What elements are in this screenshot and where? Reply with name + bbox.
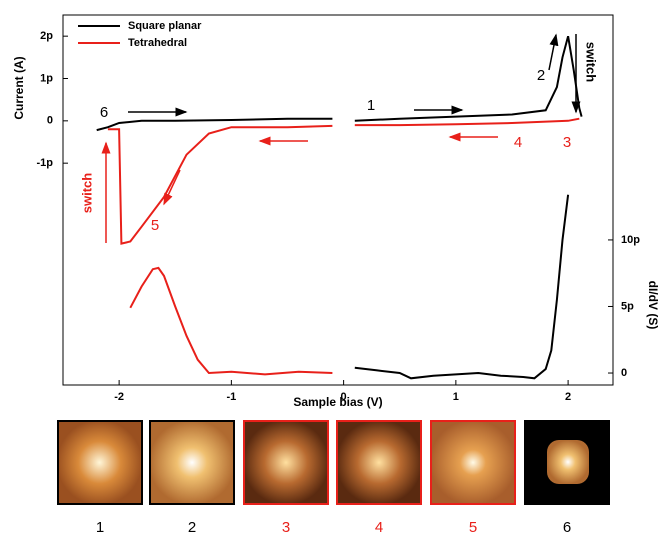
data-line: [96, 35, 583, 132]
data-line: [354, 194, 570, 380]
panel-border: [149, 420, 235, 505]
x-tick-label: 2: [565, 391, 571, 403]
panel-label: 1: [96, 519, 104, 536]
y-tick-label: -1p: [37, 157, 54, 169]
y-tick-label: 1p: [40, 72, 53, 84]
y-tick-label: 2p: [40, 30, 53, 42]
annotation: 3: [563, 134, 571, 151]
annotation: 5: [151, 217, 159, 234]
data-line: [107, 117, 580, 245]
panel-border: [524, 420, 610, 505]
annotation: switch: [79, 173, 94, 214]
annotation: switch: [584, 42, 599, 83]
y-axis-label: Current (A): [12, 56, 26, 119]
y-tick-label: 0: [47, 115, 53, 127]
y2-tick-label: 10p: [621, 234, 640, 246]
stm-image: [149, 420, 235, 505]
panel-label: 3: [282, 519, 290, 536]
panel-label: 5: [469, 519, 477, 536]
panel-label: 4: [375, 519, 383, 536]
x-tick-label: -2: [114, 391, 124, 403]
stm-image: [336, 420, 422, 505]
y2-tick-label: 5p: [621, 300, 634, 312]
panel-label: 6: [563, 519, 571, 536]
x-tick-label: -1: [226, 391, 236, 403]
panel-border: [243, 420, 329, 505]
y2-tick-label: 0: [621, 367, 627, 379]
legend-label: Square planar: [128, 20, 202, 32]
arrows: [101, 33, 581, 243]
x-tick-label: 1: [453, 391, 459, 403]
y2-axis-label: dI/dV (S): [646, 281, 660, 330]
stm-image: [57, 420, 142, 505]
plot-frame: [62, 14, 614, 386]
x-tick-label: 0: [341, 391, 347, 403]
stm-molecule: [547, 440, 589, 484]
panel-border: [336, 420, 422, 505]
panel-label: 2: [188, 519, 196, 536]
panel-border: [57, 420, 143, 505]
stm-image: [430, 420, 516, 505]
legend-label: Tetrahedral: [128, 37, 187, 49]
annotation: 2: [537, 67, 545, 84]
annotation: 6: [100, 104, 108, 121]
stm-images: [57, 420, 610, 505]
annotation: 1: [367, 97, 375, 114]
panel-border: [430, 420, 516, 505]
annotation: 4: [514, 134, 522, 151]
x-axis-label: Sample bias (V): [293, 395, 382, 409]
stm-image: [243, 420, 329, 505]
data-line: [129, 266, 333, 376]
